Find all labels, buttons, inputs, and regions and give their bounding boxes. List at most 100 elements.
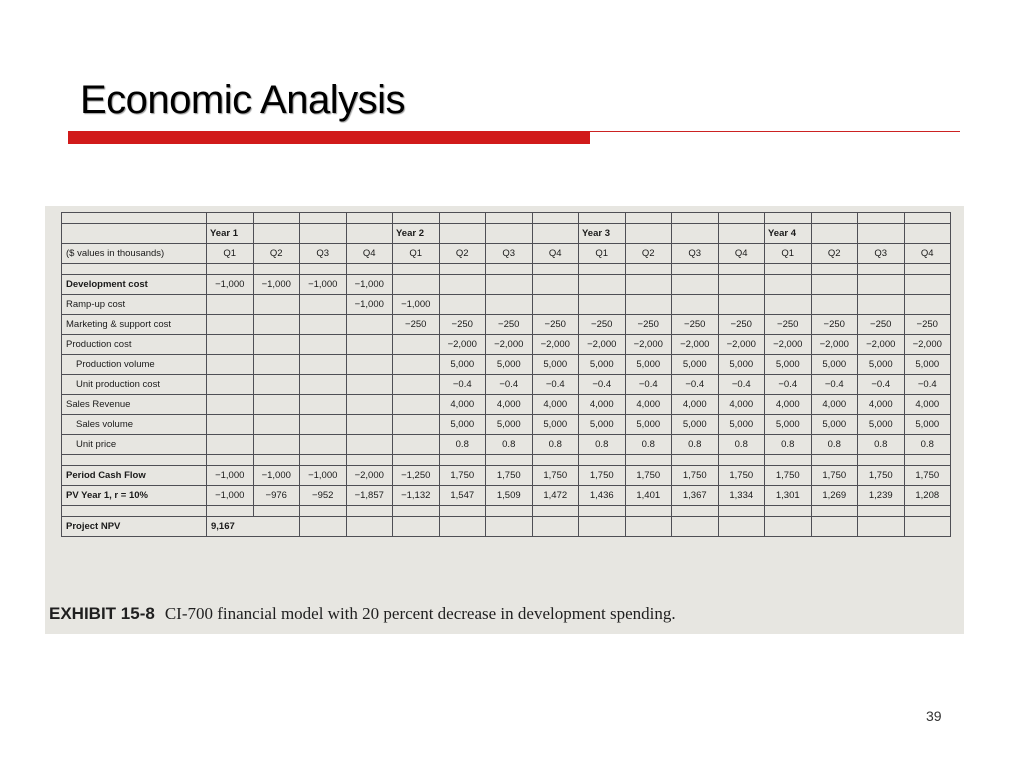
value-cell: 1,547 xyxy=(438,485,486,506)
value-cell: −2,000 xyxy=(578,334,626,355)
value-cell xyxy=(206,314,254,335)
value-cell: −0.4 xyxy=(531,374,579,395)
empty-cell xyxy=(438,516,486,537)
empty-cell xyxy=(531,505,579,517)
value-cell xyxy=(531,294,579,315)
value-cell xyxy=(252,374,300,395)
value-cell: −1,000 xyxy=(206,485,254,506)
empty-cell xyxy=(810,223,858,244)
value-cell: 5,000 xyxy=(578,354,626,375)
value-cell: 5,000 xyxy=(810,354,858,375)
npv-label: Project NPV xyxy=(61,516,207,537)
quarter-label: Q2 xyxy=(438,243,486,264)
value-cell xyxy=(299,354,347,375)
empty-cell xyxy=(857,223,905,244)
value-cell: 5,000 xyxy=(810,414,858,435)
quarter-label: Q3 xyxy=(299,243,347,264)
value-cell xyxy=(299,394,347,415)
value-cell: 0.8 xyxy=(903,434,951,455)
value-cell: −0.4 xyxy=(764,374,812,395)
value-cell: 5,000 xyxy=(485,354,533,375)
year-label: Year 4 xyxy=(764,223,812,244)
slide-title: Economic Analysis xyxy=(80,78,405,122)
value-cell xyxy=(206,354,254,375)
value-cell: 5,000 xyxy=(717,354,765,375)
empty-cell xyxy=(345,505,393,517)
empty-cell xyxy=(810,454,858,466)
empty-cell xyxy=(578,505,626,517)
value-cell: 4,000 xyxy=(857,394,905,415)
empty-cell xyxy=(578,454,626,466)
spacer-row xyxy=(61,505,951,517)
value-cell xyxy=(252,394,300,415)
empty-cell xyxy=(903,212,951,224)
quarter-label: Q1 xyxy=(578,243,626,264)
empty-cell xyxy=(485,223,533,244)
value-cell: −2,000 xyxy=(810,334,858,355)
value-cell xyxy=(252,434,300,455)
empty-cell xyxy=(578,212,626,224)
quarter-label: Q4 xyxy=(903,243,951,264)
empty-cell xyxy=(903,263,951,275)
value-cell: 1,239 xyxy=(857,485,905,506)
value-cell xyxy=(299,314,347,335)
value-cell: −1,000 xyxy=(299,465,347,486)
value-cell: −1,250 xyxy=(392,465,440,486)
value-cell: −1,000 xyxy=(299,274,347,295)
value-cell xyxy=(485,274,533,295)
table-row: Production cost −2,000 −2,000 −2,000 −2,000−… xyxy=(61,334,951,355)
value-cell: −0.4 xyxy=(810,374,858,395)
value-cell xyxy=(252,414,300,435)
value-cell: 5,000 xyxy=(531,414,579,435)
value-cell xyxy=(903,294,951,315)
value-cell: 1,301 xyxy=(764,485,812,506)
table-row: Unit price 0.8 0.8 0.8 0.8 0.8 0.8 0.8 0.8 0.8 0.8… xyxy=(61,434,951,455)
value-cell xyxy=(299,374,347,395)
quarter-label: Q2 xyxy=(624,243,672,264)
value-cell xyxy=(299,334,347,355)
value-cell: 0.8 xyxy=(438,434,486,455)
value-cell: 1,750 xyxy=(810,465,858,486)
empty-cell xyxy=(671,212,719,224)
empty-cell xyxy=(810,505,858,517)
value-cell: 1,750 xyxy=(764,465,812,486)
value-cell: 4,000 xyxy=(624,394,672,415)
value-cell: −250 xyxy=(810,314,858,335)
value-cell: 0.8 xyxy=(531,434,579,455)
table-row: Development cost −1,000 −1,000 −1,000 −1,000 xyxy=(61,274,951,295)
empty-cell xyxy=(392,263,440,275)
value-cell: −0.4 xyxy=(485,374,533,395)
value-cell: 0.8 xyxy=(857,434,905,455)
value-cell: 1,750 xyxy=(857,465,905,486)
empty-cell xyxy=(903,454,951,466)
value-cell: −250 xyxy=(671,314,719,335)
empty-cell xyxy=(392,516,440,537)
value-cell: −1,000 xyxy=(252,274,300,295)
value-cell: −250 xyxy=(624,314,672,335)
spacer-row xyxy=(61,263,951,275)
value-cell: −250 xyxy=(531,314,579,335)
value-cell xyxy=(624,294,672,315)
value-cell: −0.4 xyxy=(671,374,719,395)
value-cell: 5,000 xyxy=(764,414,812,435)
empty-cell xyxy=(299,505,347,517)
value-cell: −1,000 xyxy=(252,465,300,486)
value-cell: −0.4 xyxy=(624,374,672,395)
value-cell: 5,000 xyxy=(857,354,905,375)
empty-cell xyxy=(61,223,207,244)
quarter-label: Q4 xyxy=(345,243,393,264)
year-label: Year 1 xyxy=(206,223,254,244)
empty-cell xyxy=(671,263,719,275)
value-cell: 1,750 xyxy=(485,465,533,486)
table-row: Ramp-up cost −1,000 −1,000 xyxy=(61,294,951,315)
value-cell xyxy=(764,274,812,295)
value-cell: 4,000 xyxy=(717,394,765,415)
value-cell xyxy=(578,294,626,315)
value-cell: 0.8 xyxy=(578,434,626,455)
value-cell xyxy=(206,394,254,415)
value-cell: −250 xyxy=(717,314,765,335)
empty-cell xyxy=(392,454,440,466)
quarter-label: Q2 xyxy=(810,243,858,264)
row-label: Unit price xyxy=(61,434,207,455)
value-cell: −2,000 xyxy=(717,334,765,355)
